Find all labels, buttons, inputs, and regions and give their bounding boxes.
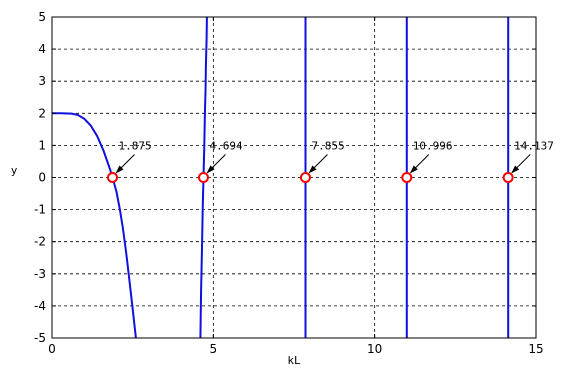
root-annotations: 1.875 4.694 7.855 10.996 14.137	[107, 140, 554, 183]
tick-labels: 0 5 10 15 -5 -4 -3 -2 -1 0 1 2 3 4 5	[34, 10, 544, 356]
y-tick-label: 2	[38, 106, 46, 120]
root-label: 1.875	[119, 140, 152, 153]
root-marker	[107, 172, 118, 183]
root-marker	[401, 172, 413, 183]
y-tick-label: -4	[34, 299, 46, 313]
root-arrowhead	[511, 165, 520, 174]
root-marker	[299, 172, 311, 183]
y-tick-label: -5	[34, 331, 46, 345]
x-tick-label: 5	[210, 342, 218, 356]
root-arrowhead	[409, 165, 418, 174]
series-line-1	[52, 112, 137, 339]
y-tick-label: 5	[38, 10, 46, 24]
root-arrowhead	[308, 165, 317, 174]
y-tick-label: 1	[38, 138, 46, 152]
root-marker	[197, 172, 209, 183]
root-arrowhead	[206, 165, 215, 174]
y-tick-label: -3	[34, 267, 46, 281]
root-arrowhead	[115, 165, 124, 174]
grid	[52, 17, 536, 338]
root-label: 7.855	[311, 140, 344, 153]
x-tick-label: 0	[48, 342, 56, 356]
x-axis-label: kL	[287, 354, 301, 367]
y-tick-label: -1	[34, 203, 46, 217]
root-label: 10.996	[413, 140, 453, 153]
root-label: 4.694	[209, 140, 242, 153]
y-axis-label: y	[11, 164, 18, 177]
root-label: 14.137	[514, 140, 554, 153]
x-tick-label: 15	[528, 342, 543, 356]
series-line-2	[199, 16, 208, 339]
y-tick-label: -2	[34, 235, 46, 249]
y-tick-label: 3	[38, 74, 46, 88]
root-marker	[502, 172, 514, 183]
x-tick-label: 10	[367, 342, 382, 356]
y-tick-label: 0	[38, 171, 46, 185]
y-tick-label: 4	[38, 42, 46, 56]
